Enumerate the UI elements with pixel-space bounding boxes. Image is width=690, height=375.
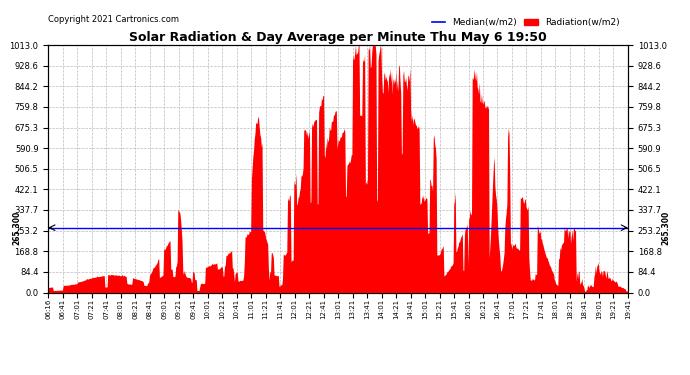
Text: 265.300: 265.300	[661, 210, 670, 245]
Title: Solar Radiation & Day Average per Minute Thu May 6 19:50: Solar Radiation & Day Average per Minute…	[129, 31, 547, 44]
Text: Copyright 2021 Cartronics.com: Copyright 2021 Cartronics.com	[48, 15, 179, 24]
Text: 265.300: 265.300	[12, 210, 21, 245]
Legend: Median(w/m2), Radiation(w/m2): Median(w/m2), Radiation(w/m2)	[428, 15, 623, 31]
